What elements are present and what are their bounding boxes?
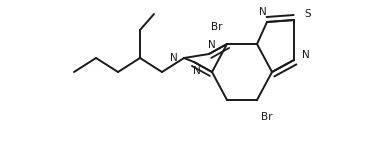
Text: N: N — [193, 66, 201, 76]
Text: Br: Br — [211, 22, 223, 32]
Text: N: N — [259, 7, 267, 17]
Text: Br: Br — [261, 112, 273, 122]
Text: N: N — [302, 50, 310, 60]
Text: N: N — [208, 40, 216, 50]
Text: N: N — [170, 53, 178, 63]
Text: S: S — [305, 9, 311, 19]
